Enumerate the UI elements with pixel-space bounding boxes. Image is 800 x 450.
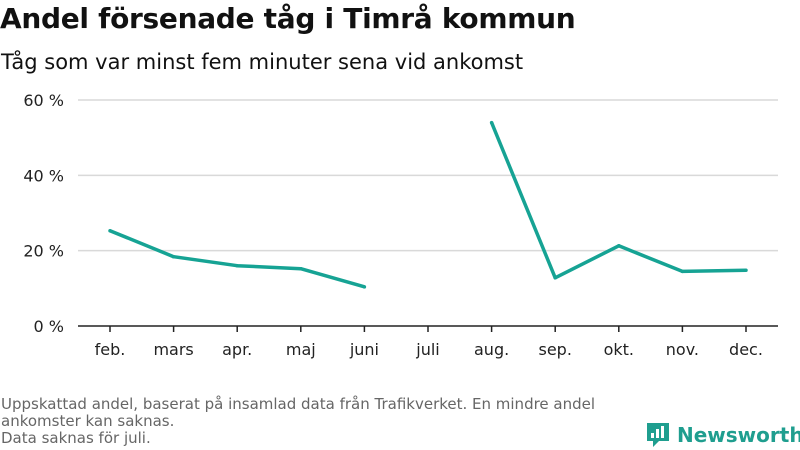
y-axis-tick-labels: 0 % 20 % 40 % 60 % bbox=[23, 91, 64, 336]
series-lines bbox=[108, 120, 748, 289]
data-point bbox=[553, 276, 557, 280]
chart-subtitle: Tåg som var minst fem minuter sena vid a… bbox=[1, 50, 524, 74]
series-line-segment-2 bbox=[489, 121, 747, 280]
data-point bbox=[235, 263, 239, 268]
data-point bbox=[489, 120, 494, 125]
y-tick-label: 40 % bbox=[23, 166, 64, 185]
x-tick-label: aug. bbox=[474, 340, 509, 359]
y-tick-label: 20 % bbox=[23, 242, 64, 261]
data-point bbox=[362, 285, 367, 289]
x-tick-label: mars bbox=[153, 340, 193, 359]
x-axis bbox=[78, 325, 778, 332]
x-tick-label: apr. bbox=[222, 340, 252, 359]
footer-note-missing: Data saknas för juli. bbox=[1, 429, 151, 447]
x-tick-label: sep. bbox=[538, 340, 571, 359]
line-chart: 0 % 20 % 40 % 60 % feb. mars apr. maj juni juli a… bbox=[23, 91, 778, 359]
x-tick-label: juli bbox=[415, 340, 439, 359]
footer-notes: Uppskattad andel, baserat på insamlad da… bbox=[1, 396, 641, 447]
footer-note-source: Uppskattad andel, baserat på insamlad da… bbox=[1, 395, 596, 430]
gridlines bbox=[78, 99, 778, 252]
y-tick-label: 60 % bbox=[23, 91, 64, 110]
y-tick-label: 0 % bbox=[34, 317, 64, 336]
brand-name: Newsworthy bbox=[677, 423, 800, 447]
x-axis-tick-labels: feb. mars apr. maj juni juli aug. sep. okt. nov. d… bbox=[95, 340, 763, 359]
data-point bbox=[617, 244, 621, 248]
x-tick-label: nov. bbox=[666, 340, 699, 359]
x-tick-label: maj bbox=[286, 340, 316, 359]
x-tick-label: juni bbox=[349, 340, 379, 359]
data-point bbox=[171, 254, 176, 259]
data-point bbox=[744, 268, 748, 273]
series-line-segment-1 bbox=[109, 229, 365, 289]
chart-title: Andel försenade tåg i Timrå kommun bbox=[0, 2, 576, 35]
newsworthy-logo-icon bbox=[647, 423, 669, 447]
brand-logo[interactable]: Newsworthy bbox=[645, 420, 800, 450]
x-tick-label: dec. bbox=[729, 340, 763, 359]
x-tick-label: feb. bbox=[95, 340, 126, 359]
data-point bbox=[299, 266, 303, 271]
data-point bbox=[680, 269, 685, 274]
x-tick-label: okt. bbox=[604, 340, 634, 359]
data-point bbox=[108, 228, 112, 233]
